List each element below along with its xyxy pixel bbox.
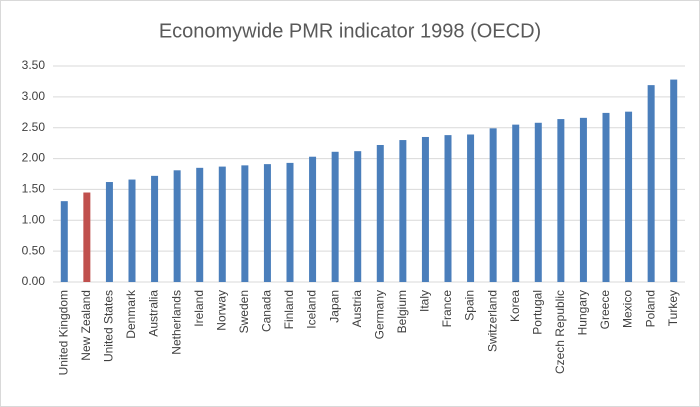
bar (444, 135, 452, 282)
x-tick-label: Canada (260, 290, 274, 332)
x-tick-label: Iceland (305, 290, 319, 329)
x-tick-label: Switzerland (485, 290, 499, 352)
x-tick-label: Denmark (124, 289, 138, 339)
bar (218, 166, 226, 282)
x-tick-label: Japan (327, 290, 341, 323)
bar (151, 175, 159, 282)
bar (557, 119, 565, 283)
x-tick-label: Poland (643, 290, 657, 327)
bar (421, 136, 429, 282)
bar (625, 111, 633, 282)
bar (196, 167, 204, 282)
bar (286, 162, 294, 282)
bar (105, 182, 113, 282)
x-tick-label: Finland (282, 290, 296, 329)
x-tick-label: France (440, 290, 454, 328)
bar (263, 164, 271, 282)
bar (83, 192, 91, 282)
x-tick-label: Czech Republic (553, 290, 567, 374)
x-tick-label: Korea (508, 290, 522, 322)
x-tick-label: Spain (463, 290, 477, 321)
bar (534, 122, 542, 282)
bar (670, 79, 678, 282)
bar (399, 140, 407, 282)
x-tick-label: Sweden (237, 290, 251, 333)
bar (173, 170, 181, 282)
y-tick-label: 2.00 (22, 151, 46, 165)
x-tick-label: New Zealand (79, 290, 93, 361)
x-tick-label: Belgium (395, 290, 409, 333)
bar (579, 117, 587, 282)
y-tick-label: 0.50 (22, 243, 46, 257)
bar (602, 112, 610, 282)
x-tick-label: Mexico (621, 290, 635, 328)
x-tick-label: Hungary (576, 290, 590, 335)
bar (512, 124, 520, 282)
x-tick-label: Germany (372, 290, 386, 339)
x-tick-label: Norway (214, 290, 228, 331)
x-tick-label: Portugal (530, 290, 544, 335)
bar (241, 165, 249, 282)
bar (60, 201, 68, 282)
x-tick-label: Greece (598, 290, 612, 330)
y-tick-label: 1.00 (22, 212, 46, 226)
y-tick-label: 0.00 (22, 274, 46, 288)
bar (354, 151, 362, 282)
bar (331, 151, 339, 282)
x-tick-label: United Kingdom (56, 290, 70, 375)
y-tick-label: 3.50 (22, 58, 46, 72)
bar (489, 128, 497, 282)
x-tick-label: Netherlands (169, 290, 183, 355)
x-tick-label: Austria (350, 290, 364, 328)
y-tick-label: 1.50 (22, 182, 46, 196)
y-tick-label: 3.00 (22, 89, 46, 103)
bar (128, 179, 136, 282)
x-tick-label: Australia (147, 290, 161, 337)
chart-title: Economywide PMR indicator 1998 (OECD) (159, 20, 541, 42)
x-tick-label: Turkey (666, 290, 680, 326)
x-tick-label: United States (102, 290, 116, 362)
y-tick-label: 2.50 (22, 120, 46, 134)
bar (309, 156, 317, 282)
bar (376, 144, 384, 282)
x-tick-label: Ireland (192, 290, 206, 327)
bar (647, 85, 655, 282)
x-tick-label: Italy (418, 290, 432, 312)
bar (467, 134, 475, 282)
